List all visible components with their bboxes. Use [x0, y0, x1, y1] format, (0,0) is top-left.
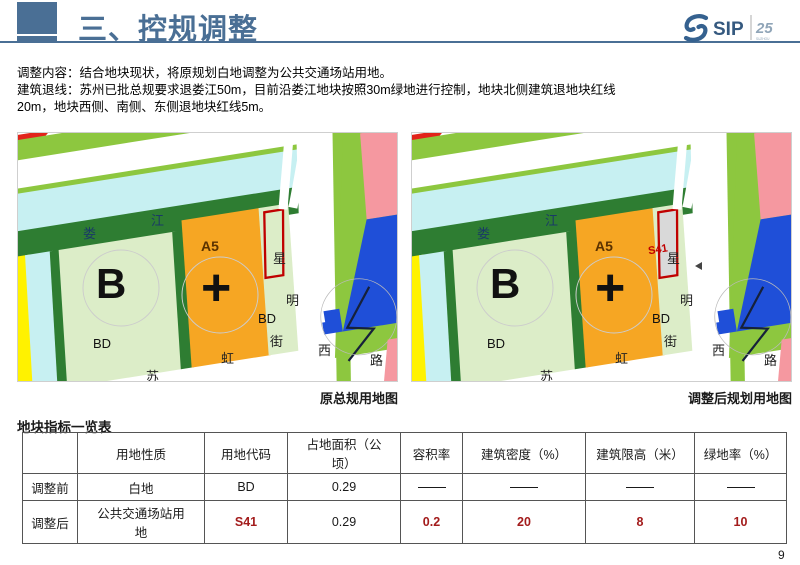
svg-text:街: 街 — [664, 334, 677, 349]
svg-text:25: 25 — [755, 20, 773, 37]
svg-text:BD: BD — [652, 311, 670, 326]
svg-text:娄: 娄 — [83, 226, 96, 241]
svg-text:BD: BD — [93, 336, 111, 351]
svg-text:苏: 苏 — [146, 369, 159, 382]
svg-text:西: 西 — [712, 343, 725, 358]
svg-text:江: 江 — [545, 213, 558, 228]
svg-text:A5: A5 — [595, 238, 613, 254]
svg-text:虹: 虹 — [615, 351, 628, 366]
svg-text:星: 星 — [273, 251, 286, 266]
svg-text:苏: 苏 — [540, 369, 553, 382]
svg-text:江: 江 — [151, 213, 164, 228]
svg-text:A5: A5 — [201, 238, 219, 254]
svg-text:B: B — [96, 260, 126, 307]
svg-text:SUZHOU: SUZHOU — [756, 37, 770, 41]
svg-text:星: 星 — [667, 251, 680, 266]
svg-text:路: 路 — [370, 353, 383, 368]
svg-text:BD: BD — [258, 311, 276, 326]
svg-text:明: 明 — [680, 293, 693, 308]
svg-text:娄: 娄 — [477, 226, 490, 241]
svg-text:明: 明 — [286, 293, 299, 308]
svg-text:+: + — [595, 259, 625, 317]
svg-text:SIP: SIP — [713, 19, 744, 40]
svg-text:B: B — [490, 260, 520, 307]
svg-text:+: + — [201, 259, 231, 317]
svg-text:路: 路 — [764, 353, 777, 368]
svg-text:街: 街 — [270, 334, 283, 349]
svg-text:BD: BD — [487, 336, 505, 351]
svg-text:虹: 虹 — [221, 351, 234, 366]
svg-text:西: 西 — [318, 343, 331, 358]
